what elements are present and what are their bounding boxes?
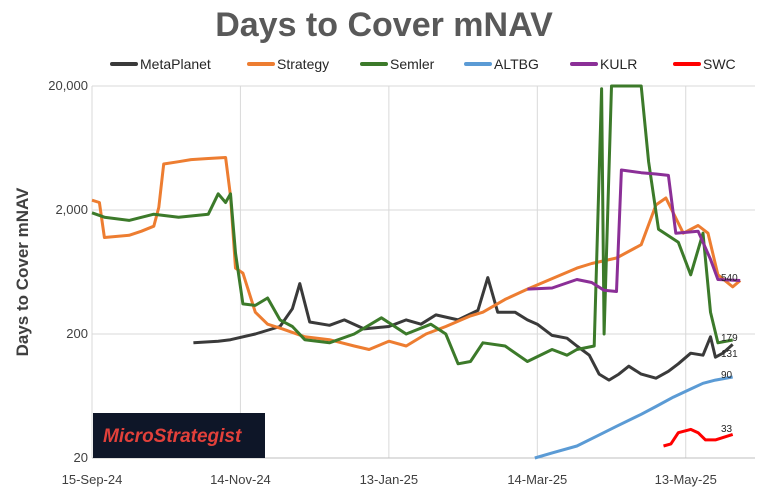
series-line-semler <box>91 84 733 366</box>
legend-label-swc: SWC <box>703 56 736 72</box>
legend-label-strategy: Strategy <box>277 56 329 72</box>
end-label-kulr: 540 <box>721 273 738 284</box>
x-axis-ticks: 15-Sep-24 14-Nov-24 13-Jan-25 14-Mar-25 13-M… <box>62 472 717 487</box>
plot-area <box>91 84 742 460</box>
microstrategist-logo: MicroStrategist <box>93 413 265 458</box>
y-axis-label: Days to Cover mNAV <box>13 187 32 356</box>
series-line-kulr <box>527 168 741 293</box>
x-tick-label: 14-Mar-25 <box>507 472 567 487</box>
legend-label-metaplanet: MetaPlanet <box>140 56 211 72</box>
legend: MetaPlanet Strategy Semler ALTBG KULR SWC <box>110 56 736 72</box>
end-label-swc: 33 <box>721 424 733 435</box>
gridlines <box>91 85 755 459</box>
logo-text: MicroStrategist <box>103 426 242 447</box>
end-label-metaplanet: 131 <box>721 349 738 360</box>
x-tick-label: 13-May-25 <box>655 472 717 487</box>
series-line-metaplanet <box>193 276 734 382</box>
x-tick-label: 15-Sep-24 <box>62 472 123 487</box>
x-tick-label: 14-Nov-24 <box>210 472 271 487</box>
x-tick-label: 13-Jan-25 <box>360 472 419 487</box>
series-line-swc <box>663 427 734 448</box>
y-tick-label: 20,000 <box>48 78 88 93</box>
series-line-strategy <box>91 156 742 351</box>
chart-title: Days to Cover mNAV <box>215 6 553 44</box>
y-axis-ticks: 20 200 2,000 20,000 <box>48 78 88 465</box>
end-labels: 131 179 90 540 33 <box>721 273 738 435</box>
y-tick-label: 20 <box>74 450 88 465</box>
y-tick-label: 2,000 <box>55 202 88 217</box>
legend-label-kulr: KULR <box>600 56 637 72</box>
end-label-semler: 179 <box>721 333 738 344</box>
end-label-altbg: 90 <box>721 370 733 381</box>
y-tick-label: 200 <box>66 326 88 341</box>
legend-label-semler: Semler <box>390 56 435 72</box>
series-line-altbg <box>534 375 733 460</box>
legend-label-altbg: ALTBG <box>494 56 539 72</box>
